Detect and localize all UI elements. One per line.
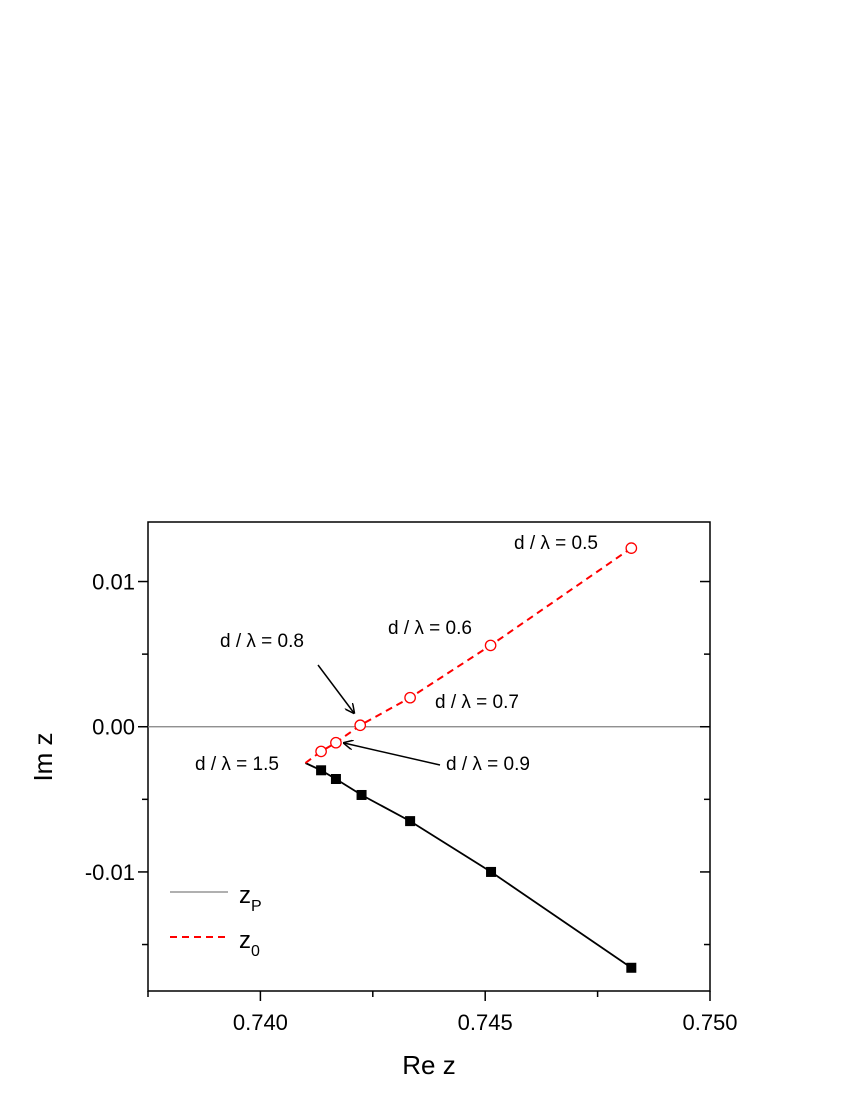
data-point-circle [315, 745, 327, 758]
legend: zP z0 [170, 882, 262, 960]
data-point-square [356, 789, 367, 800]
annotation-0-9: d / λ = 0.9 [446, 754, 530, 775]
series-layer [304, 542, 638, 973]
annotation-0-5: d / λ = 0.5 [514, 533, 598, 554]
arrow-0-8 [317, 664, 354, 713]
data-point-circle [484, 639, 497, 652]
y-tick-label: 0.00 [92, 715, 135, 740]
axis-labels: Re z Im z [28, 732, 456, 1080]
y-tick-label: 0.01 [92, 570, 135, 595]
data-point-square [486, 866, 497, 877]
annotation-0-8: d / λ = 0.8 [220, 631, 304, 652]
data-point-circle [330, 736, 342, 749]
annotation-0-6: d / λ = 0.6 [388, 618, 472, 639]
plot-frame [147, 521, 711, 992]
x-axis-title: Re z [402, 1050, 455, 1080]
annotation-1-5: d / λ = 1.5 [195, 754, 279, 775]
y-tick-label: -0.01 [85, 860, 135, 885]
x-tick-label: 0.750 [682, 1010, 737, 1035]
annotation-0-7: d / λ = 0.7 [435, 692, 519, 713]
y-axis-title: Im z [28, 732, 58, 781]
legend-label-z0: z0 [239, 927, 260, 960]
series-line-1 [304, 547, 632, 764]
data-point-circle [625, 542, 638, 554]
plot-area: 0.740 0.745 0.750 0.01 0.00 -0.01 [85, 521, 738, 1035]
legend-label-zp: zP [239, 882, 262, 915]
annotations: d / λ = 0.5 d / λ = 0.6 d / λ = 0.7 d / … [195, 533, 598, 775]
data-point-circle [354, 719, 367, 732]
series-line-0 [305, 762, 632, 969]
data-point-square [316, 765, 327, 776]
data-point-square [626, 962, 637, 973]
data-point-square [330, 774, 341, 785]
data-point-circle [404, 691, 416, 704]
x-tick-label: 0.745 [458, 1010, 513, 1035]
x-tick-label: 0.740 [233, 1010, 288, 1035]
data-point-square [405, 816, 416, 827]
arrow-0-9 [344, 743, 441, 766]
